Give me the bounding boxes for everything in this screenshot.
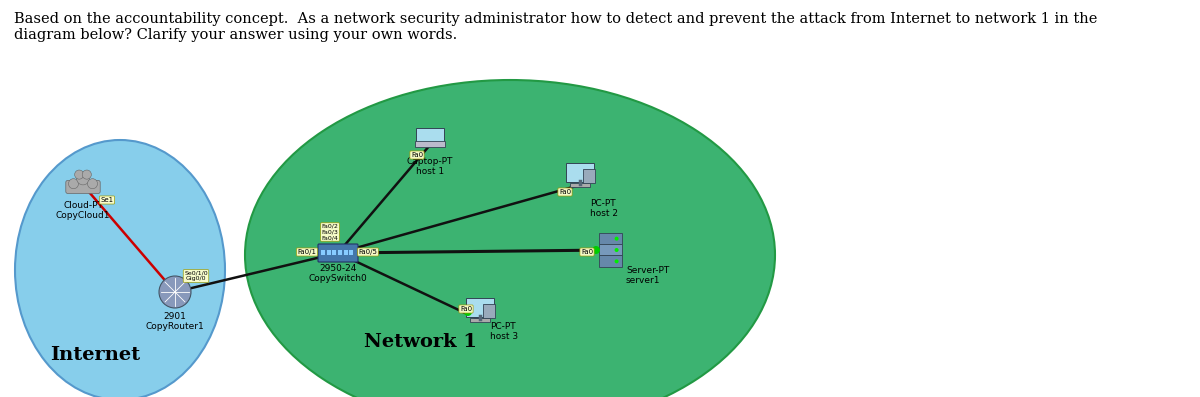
Text: 2901: 2901 xyxy=(163,312,186,321)
FancyBboxPatch shape xyxy=(599,244,622,255)
Text: Fa0/5: Fa0/5 xyxy=(359,249,378,255)
Text: Internet: Internet xyxy=(50,346,140,364)
Text: PC-PT: PC-PT xyxy=(490,322,516,331)
FancyBboxPatch shape xyxy=(338,250,342,255)
Text: host 3: host 3 xyxy=(490,332,518,341)
Text: Se1: Se1 xyxy=(101,197,114,203)
Text: Cloud-PT: Cloud-PT xyxy=(64,201,103,210)
Circle shape xyxy=(614,237,619,241)
Text: Fa0: Fa0 xyxy=(460,306,472,312)
Circle shape xyxy=(74,170,84,179)
Text: Captop-PT: Captop-PT xyxy=(407,157,454,166)
Text: Fa0/1: Fa0/1 xyxy=(298,249,317,255)
FancyBboxPatch shape xyxy=(318,244,358,262)
Text: Fa0: Fa0 xyxy=(581,249,593,255)
Text: Se0/1/0
Gig0/0: Se0/1/0 Gig0/0 xyxy=(184,271,208,281)
FancyBboxPatch shape xyxy=(467,298,493,317)
FancyBboxPatch shape xyxy=(66,180,101,193)
Circle shape xyxy=(68,179,78,189)
Text: PC-PT: PC-PT xyxy=(590,199,616,208)
Text: Based on the accountability concept.  As a network security administrator how to: Based on the accountability concept. As … xyxy=(14,12,1098,42)
FancyBboxPatch shape xyxy=(570,183,590,187)
FancyBboxPatch shape xyxy=(332,250,336,255)
FancyBboxPatch shape xyxy=(469,318,491,322)
Text: CopyCloud1: CopyCloud1 xyxy=(55,211,110,220)
Circle shape xyxy=(592,246,600,254)
FancyBboxPatch shape xyxy=(583,169,595,183)
Text: Server-PT: Server-PT xyxy=(626,266,670,275)
Text: 2950-24: 2950-24 xyxy=(319,264,356,273)
FancyBboxPatch shape xyxy=(326,250,330,255)
FancyBboxPatch shape xyxy=(484,304,496,318)
FancyBboxPatch shape xyxy=(415,141,445,147)
FancyBboxPatch shape xyxy=(566,163,594,182)
Circle shape xyxy=(77,172,89,185)
Text: host 2: host 2 xyxy=(590,209,618,218)
Text: Network 1: Network 1 xyxy=(364,333,476,351)
Circle shape xyxy=(614,248,619,252)
Circle shape xyxy=(83,170,91,179)
Circle shape xyxy=(464,308,472,316)
Text: Fa0: Fa0 xyxy=(559,189,571,195)
Text: CopySwitch0: CopySwitch0 xyxy=(308,274,367,283)
Text: Fa0: Fa0 xyxy=(410,152,424,158)
Circle shape xyxy=(88,179,97,189)
Ellipse shape xyxy=(245,80,775,397)
Text: CopyRouter1: CopyRouter1 xyxy=(145,322,204,331)
Circle shape xyxy=(614,259,619,263)
FancyBboxPatch shape xyxy=(599,255,622,266)
FancyBboxPatch shape xyxy=(599,233,622,244)
FancyBboxPatch shape xyxy=(320,250,325,255)
Text: Fa0/2
Fa0/3
Fa0/4: Fa0/2 Fa0/3 Fa0/4 xyxy=(322,224,338,240)
FancyBboxPatch shape xyxy=(416,128,444,143)
FancyBboxPatch shape xyxy=(343,250,348,255)
Text: server1: server1 xyxy=(626,276,660,285)
Text: host 1: host 1 xyxy=(416,167,444,176)
Ellipse shape xyxy=(14,140,226,397)
FancyBboxPatch shape xyxy=(349,250,353,255)
Circle shape xyxy=(158,276,191,308)
